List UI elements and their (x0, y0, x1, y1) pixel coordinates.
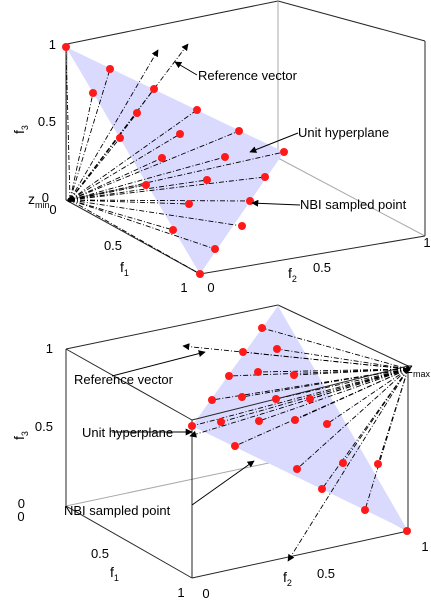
top-f1-label: f1 (120, 259, 129, 278)
bottom-unit-hyperplane-label: Unit hyperplane (82, 425, 173, 440)
top-annotation-arrows (174, 61, 301, 207)
top-reference-vector-label: Reference vector (198, 68, 298, 83)
bottom-f3-tick-0: 0 (18, 496, 25, 511)
top-unit-hyperplane (66, 47, 284, 274)
bottom-f1-label: f1 (110, 564, 119, 583)
svg-text:f3: f3 (11, 125, 30, 134)
bottom-f2-tick-1: 1 (421, 539, 428, 554)
bottom-annotation-arrows (111, 350, 255, 506)
top-f3-tick-1: 1 (49, 37, 56, 52)
top-panel: 1 0.5 0 0 0.5 1 0 0.5 1 f3 f1 f2 zmin Re… (11, 0, 431, 295)
top-f1-tick-05: 0.5 (104, 238, 122, 253)
bottom-annotations: Reference vector Unit hyperplane NBI sam… (64, 372, 174, 518)
top-f2-tick-05: 0.5 (313, 260, 331, 275)
bottom-f1-tick-1: 1 (177, 585, 184, 600)
top-zmin-label: zmin (28, 191, 50, 210)
bottom-zmax-label: zmax (406, 360, 431, 379)
top-annotations: Reference vector Unit hyperplane NBI sam… (198, 68, 407, 212)
bottom-nbi-points (188, 324, 411, 535)
bottom-panel: 1 0.5 0 0 0.5 1 0 0.5 1 f3 f1 f2 zmax Re… (11, 304, 431, 601)
svg-text:f3: f3 (11, 431, 30, 440)
bottom-f1-tick-05: 0.5 (91, 546, 109, 561)
top-nbi-point-label: NBI sampled point (300, 197, 407, 212)
bottom-nbi-point-label: NBI sampled point (64, 503, 171, 518)
bottom-f2-tick-0: 0 (202, 586, 209, 601)
bottom-f3-label: f3 (11, 431, 30, 440)
top-f3-tick-0: 0 (42, 190, 49, 205)
top-f2-label: f2 (288, 265, 297, 284)
bottom-reference-vectors (182, 327, 409, 562)
bottom-box-front-edges (65, 348, 409, 578)
top-f3-tick-05: 0.5 (38, 114, 56, 129)
bottom-f2-label: f2 (283, 569, 292, 588)
top-f1-tick-0: 0 (49, 202, 56, 217)
top-axis-labels: f3 f1 f2 zmin (11, 125, 297, 284)
top-unit-hyperplane-label: Unit hyperplane (298, 125, 389, 140)
bottom-axis-labels: f3 f1 f2 zmax (11, 360, 431, 588)
top-f1-tick-1: 1 (180, 280, 187, 295)
top-zmin-point (67, 197, 73, 203)
bottom-f3-tick-1: 1 (46, 341, 53, 356)
top-tick-labels: 1 0.5 0 0 0.5 1 0 0.5 1 (38, 37, 431, 295)
bottom-tick-labels: 1 0.5 0 0 0.5 1 0 0.5 1 (17, 341, 428, 601)
top-nbi-points (62, 43, 288, 278)
top-f2-tick-1: 1 (423, 235, 430, 250)
top-reference-vectors (65, 43, 285, 275)
top-f3-label: f3 (11, 125, 30, 134)
bottom-f3-tick-05: 0.5 (35, 419, 53, 434)
bottom-reference-vector-label: Reference vector (74, 372, 174, 387)
bottom-f1-tick-0: 0 (17, 509, 24, 524)
top-f2-tick-0: 0 (207, 280, 214, 295)
bottom-f2-tick-05: 0.5 (317, 566, 335, 581)
bottom-unit-hyperplane (192, 306, 408, 531)
bottom-zmax-point (405, 366, 411, 372)
